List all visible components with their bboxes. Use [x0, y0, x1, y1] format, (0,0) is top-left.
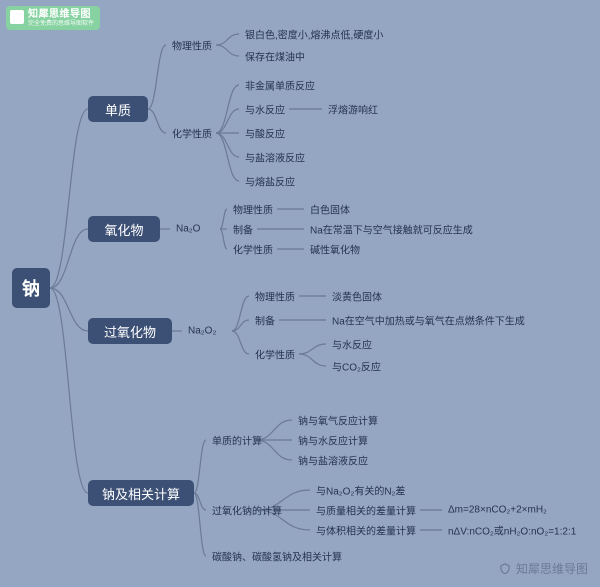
- app-logo: 知犀思维导图 完全免费的思维导图软件: [6, 6, 100, 30]
- leaf-node[interactable]: 钠与盐溶液反应: [298, 453, 368, 468]
- leaf-node[interactable]: 与Na₂O₂有关的N₂差: [316, 483, 405, 498]
- tail-node[interactable]: 碱性氧化物: [310, 242, 360, 257]
- mid-node[interactable]: Na₂O₂: [188, 326, 216, 337]
- watermark-text: 知犀思维导图: [516, 560, 588, 577]
- mid-node[interactable]: Na₂O: [176, 224, 200, 235]
- tail-node[interactable]: Δm=28×nCO₂+2×mH₂: [448, 505, 547, 516]
- leaf-node[interactable]: 制备: [255, 313, 275, 328]
- tail-node[interactable]: 淡黄色固体: [332, 289, 382, 304]
- leaf-node[interactable]: 钠与氧气反应计算: [298, 413, 378, 428]
- mid-node[interactable]: 过氧化钠的计算: [212, 503, 282, 518]
- leaf-node[interactable]: 与盐溶液反应: [245, 150, 305, 165]
- section-node[interactable]: 钠及相关计算: [88, 480, 194, 506]
- root-node[interactable]: 钠: [12, 268, 50, 308]
- mid-node[interactable]: 碳酸钠、碳酸氢钠及相关计算: [212, 549, 342, 564]
- leaf-node[interactable]: 制备: [233, 222, 253, 237]
- tail-node[interactable]: 白色固体: [310, 202, 350, 217]
- leaf-node[interactable]: 与水反应: [245, 102, 285, 117]
- leaf-node[interactable]: 与CO₂反应: [332, 359, 381, 374]
- section-node[interactable]: 氧化物: [88, 216, 160, 242]
- leaf-node[interactable]: 化学性质: [233, 242, 273, 257]
- leaf-node[interactable]: 物理性质: [233, 202, 273, 217]
- leaf-node[interactable]: 非金属单质反应: [245, 78, 315, 93]
- logo-subtitle: 完全免费的思维导图软件: [28, 21, 94, 28]
- leaf-node[interactable]: 与水反应: [332, 337, 372, 352]
- tail-node[interactable]: Na在空气中加热或与氧气在点燃条件下生成: [332, 313, 525, 328]
- leaf-node[interactable]: 银白色,密度小,熔沸点低,硬度小: [245, 27, 383, 42]
- tail-node[interactable]: Na在常温下与空气接触就可反应生成: [310, 222, 473, 237]
- mid-node[interactable]: 单质的计算: [212, 433, 262, 448]
- zhihu-icon: [498, 562, 512, 576]
- mid-node[interactable]: 物理性质: [172, 38, 212, 53]
- tail-node[interactable]: 浮熔游响红: [328, 102, 378, 117]
- watermark: 知犀思维导图: [498, 560, 588, 577]
- leaf-node[interactable]: 钠与水反应计算: [298, 433, 368, 448]
- leaf-node[interactable]: 化学性质: [255, 347, 295, 362]
- logo-title: 知犀思维导图: [28, 9, 94, 21]
- leaf-node[interactable]: 与酸反应: [245, 126, 285, 141]
- leaf-node[interactable]: 与质量相关的差量计算: [316, 503, 416, 518]
- section-node[interactable]: 过氧化物: [88, 318, 172, 344]
- section-node[interactable]: 单质: [88, 96, 148, 122]
- leaf-node[interactable]: 与体积相关的差量计算: [316, 523, 416, 538]
- leaf-node[interactable]: 与熔盐反应: [245, 174, 295, 189]
- tail-node[interactable]: nΔV:nCO₂或nH₂O:nO₂=1:2:1: [448, 523, 576, 538]
- leaf-node[interactable]: 物理性质: [255, 289, 295, 304]
- leaf-node[interactable]: 保存在煤油中: [245, 49, 305, 64]
- mid-node[interactable]: 化学性质: [172, 126, 212, 141]
